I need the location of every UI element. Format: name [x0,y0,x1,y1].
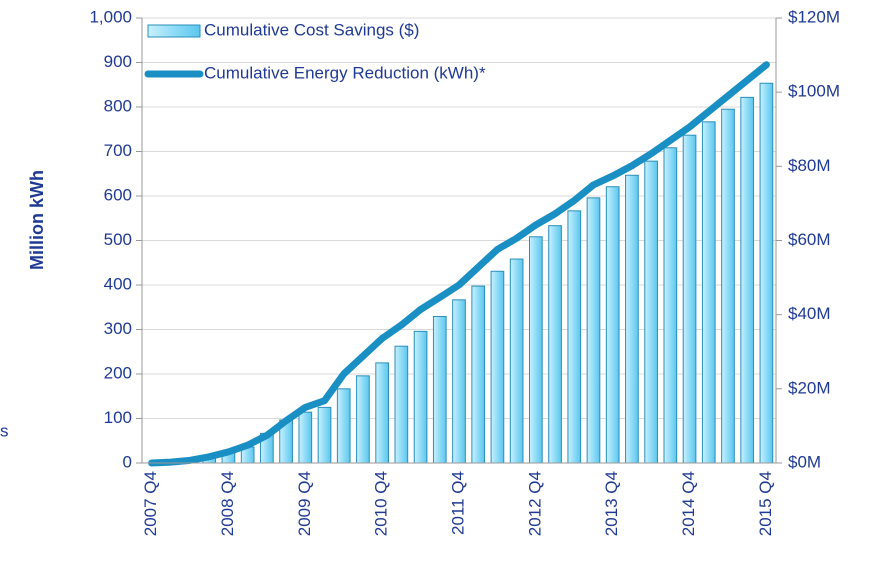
bar [452,299,466,464]
y-tick-label: 200 [104,363,132,382]
legend-swatch [147,24,201,38]
bar [375,362,389,464]
x-tick-label: 2013 Q4 [602,471,621,536]
y-tick-label: 500 [104,230,132,249]
y2-tick-label: $60M [788,230,831,249]
y-axis-title: Million kWh [27,170,47,270]
bar [432,316,447,464]
x-tick-label: 2014 Q4 [679,471,698,536]
legend-label: Cumulative Cost Savings ($) [204,20,419,39]
bar [663,147,678,464]
bar [567,210,582,464]
x-tick-label: 2012 Q4 [525,471,544,536]
legend-label: Cumulative Energy Reduction (kWh)* [204,63,486,82]
y-tick-label: 1,000 [89,7,132,26]
x-tick-label: 2015 Q4 [756,471,775,536]
bar [413,330,428,464]
line [148,61,770,467]
bar [701,121,716,464]
y-tick-label: 400 [104,274,132,293]
annotation: s [0,421,9,440]
y-tick-label: 100 [104,408,132,427]
bar [548,225,562,464]
bar [586,197,601,464]
y-tick-label: 300 [104,319,132,338]
y-tick-label: 700 [104,141,132,160]
x-tick-label: 2009 Q4 [295,471,314,536]
bar [740,96,755,464]
y-tick-label: 0 [123,452,132,471]
bar [644,160,658,464]
y2-tick-label: $40M [788,304,831,323]
x-tick-label: 2011 Q4 [448,471,467,535]
y2-tick-label: $20M [788,378,831,397]
y-tick-label: 600 [104,185,132,204]
y2-tick-label: $0M [788,452,821,471]
bar [490,270,505,464]
x-tick-label: 2007 Q4 [141,471,160,536]
x-tick-label: 2008 Q4 [218,471,237,536]
y-tick-label: 800 [104,96,132,115]
bar [317,406,332,464]
bar [356,375,370,464]
bar [509,258,524,464]
bar [336,388,351,464]
bar [298,411,313,464]
bar [759,82,774,464]
y2-tick-label: $80M [788,156,831,175]
bar [721,108,735,464]
bar [529,236,543,464]
y-tick-label: 900 [104,52,132,71]
bar [471,285,486,464]
y2-tick-label: $120M [788,7,840,26]
bar [394,345,409,464]
y2-tick-label: $100M [788,82,840,101]
x-tick-label: 2010 Q4 [372,471,391,536]
bar [682,134,697,464]
bar [605,186,620,464]
bar [625,174,639,464]
